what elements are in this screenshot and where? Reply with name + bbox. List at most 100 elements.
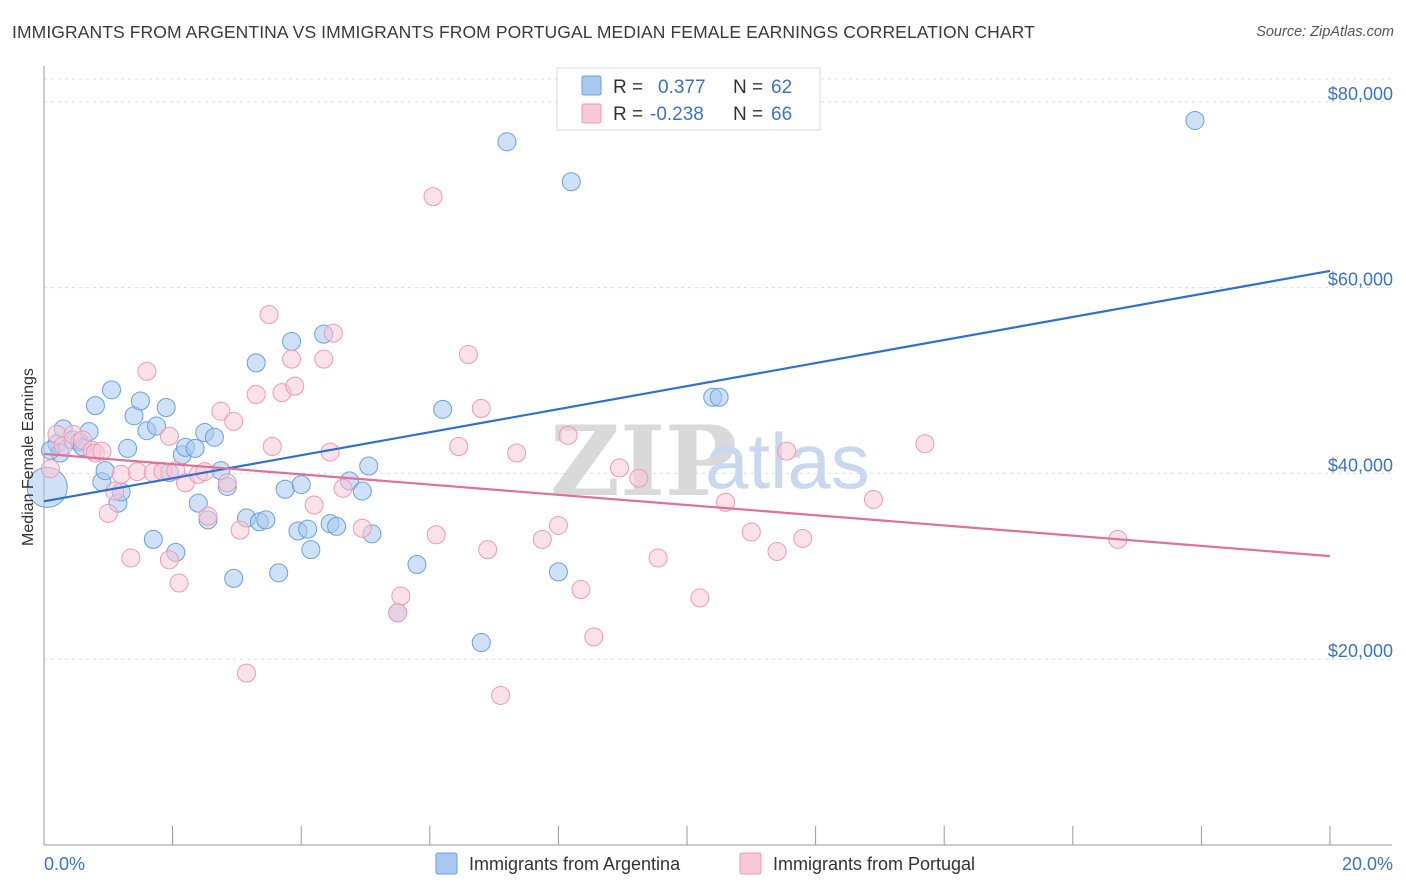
- portugal-point-43: [423, 187, 443, 207]
- portugal-point-8: [98, 503, 118, 523]
- watermark: ZIP atlas: [550, 405, 870, 518]
- argentina-point-25: [185, 438, 205, 458]
- y-tick-labels: $20,000 $40,000 $60,000 $80,000: [1328, 84, 1393, 661]
- portugal-point-12: [127, 462, 147, 482]
- portugal-point-17: [159, 550, 179, 570]
- argentina-point-48: [352, 481, 372, 501]
- portugal-point-0: [40, 459, 60, 479]
- y-tick-label-1: $40,000: [1328, 455, 1393, 475]
- argentina-point-32: [224, 568, 244, 588]
- argentina-point-60: [1185, 110, 1205, 130]
- legend-swatch-argentina: [581, 75, 602, 96]
- argentina-point-16: [130, 391, 150, 411]
- legend-r-value-portugal: -0.238: [650, 104, 704, 125]
- portugal-point-9: [105, 481, 125, 501]
- argentina-point-39: [282, 332, 302, 352]
- argentina-point-52: [407, 554, 427, 574]
- argentina-point-54: [471, 632, 491, 652]
- gridlines: [44, 78, 1392, 660]
- y-tick-label-3: $80,000: [1328, 84, 1393, 104]
- chart-source: Source: ZipAtlas.com: [1256, 24, 1394, 40]
- portugal-point-28: [237, 663, 257, 683]
- watermark-atlas: atlas: [705, 417, 870, 505]
- x-tick-labels: 0.0% 20.0%: [44, 854, 1393, 874]
- legend-r-value-argentina: 0.377: [658, 77, 706, 98]
- portugal-point-11: [121, 548, 141, 568]
- portugal-point-25: [217, 473, 237, 493]
- argentina-point-41: [291, 475, 311, 495]
- portugal-point-40: [352, 518, 372, 538]
- correlation-legend: R = 0.377 N = 62 R = -0.238 N = 66: [556, 67, 821, 131]
- portugal-point-13: [137, 361, 157, 381]
- argentina-point-59: [709, 387, 729, 407]
- legend-n-value-argentina: 62: [771, 77, 792, 98]
- argentina-point-46: [327, 516, 347, 536]
- bottom-legend-label-argentina: Immigrants from Argentina: [469, 854, 681, 874]
- argentina-point-43: [301, 540, 321, 560]
- trend-lines: [43, 269, 1331, 558]
- portugal-point-58: [648, 548, 668, 568]
- portugal-point-53: [558, 425, 578, 445]
- argentina-point-53: [433, 399, 453, 419]
- argentina-trend-line: [43, 269, 1331, 503]
- portugal-point-10: [111, 464, 131, 484]
- portugal-point-52: [548, 515, 568, 535]
- portugal-point-39: [333, 478, 353, 498]
- argentina-point-38: [275, 479, 295, 499]
- watermark-zip: ZIP: [550, 405, 737, 518]
- portugal-point-57: [629, 468, 649, 488]
- argentina-point-49: [359, 456, 379, 476]
- chart-title: IMMIGRANTS FROM ARGENTINA VS IMMIGRANTS …: [12, 22, 1035, 42]
- portugal-trend-line: [43, 452, 1331, 558]
- legend-n-value-portugal: 66: [771, 104, 792, 125]
- argentina-point-10: [95, 461, 115, 481]
- legend-r-label-argentina: R =: [613, 77, 643, 98]
- portugal-point-7: [92, 441, 112, 461]
- portugal-point-44: [426, 525, 446, 545]
- argentina-point-18: [143, 529, 163, 549]
- legend-n-label-argentina: N =: [733, 77, 763, 98]
- series-legend: Immigrants from Argentina Immigrants fro…: [435, 852, 975, 875]
- portugal-point-19: [169, 573, 189, 593]
- portugal-point-33: [282, 349, 302, 369]
- portugal-point-50: [507, 443, 527, 463]
- portugal-point-23: [198, 506, 218, 526]
- portugal-point-26: [224, 411, 244, 431]
- bottom-legend-swatch-portugal: [739, 852, 762, 875]
- portugal-point-38: [323, 323, 343, 343]
- portugal-point-46: [458, 345, 478, 365]
- portugal-point-55: [584, 627, 604, 647]
- portugal-point-27: [230, 520, 250, 540]
- portugal-point-42: [388, 603, 408, 623]
- series-portugal-points: [40, 187, 1128, 705]
- portugal-point-64: [793, 528, 813, 548]
- portugal-point-30: [259, 305, 279, 325]
- argentina-point-34: [246, 353, 266, 373]
- portugal-point-29: [246, 384, 266, 404]
- y-tick-label-2: $60,000: [1328, 270, 1393, 290]
- portugal-point-16: [159, 426, 179, 446]
- portugal-point-35: [304, 495, 324, 515]
- bottom-legend-swatch-argentina: [435, 852, 458, 875]
- series-argentina-points: [26, 110, 1205, 652]
- portugal-point-31: [262, 436, 282, 456]
- argentina-point-26: [188, 493, 208, 513]
- argentina-point-14: [118, 438, 138, 458]
- y-axis-label: Median Female Earnings: [20, 368, 37, 546]
- portugal-point-66: [915, 434, 935, 454]
- y-tick-label-0: $20,000: [1328, 641, 1393, 661]
- portugal-point-36: [314, 349, 334, 369]
- portugal-point-51: [532, 529, 552, 549]
- argentina-point-20: [156, 397, 176, 417]
- argentina-point-11: [102, 380, 122, 400]
- argentina-point-37: [269, 563, 289, 583]
- portugal-point-47: [471, 398, 491, 418]
- legend-swatch-portugal: [581, 103, 602, 124]
- portugal-point-24: [211, 401, 231, 421]
- portugal-point-59: [690, 588, 710, 608]
- argentina-point-55: [497, 132, 517, 152]
- portugal-point-62: [767, 541, 787, 561]
- argentina-point-19: [147, 416, 167, 436]
- portugal-point-41: [391, 586, 411, 606]
